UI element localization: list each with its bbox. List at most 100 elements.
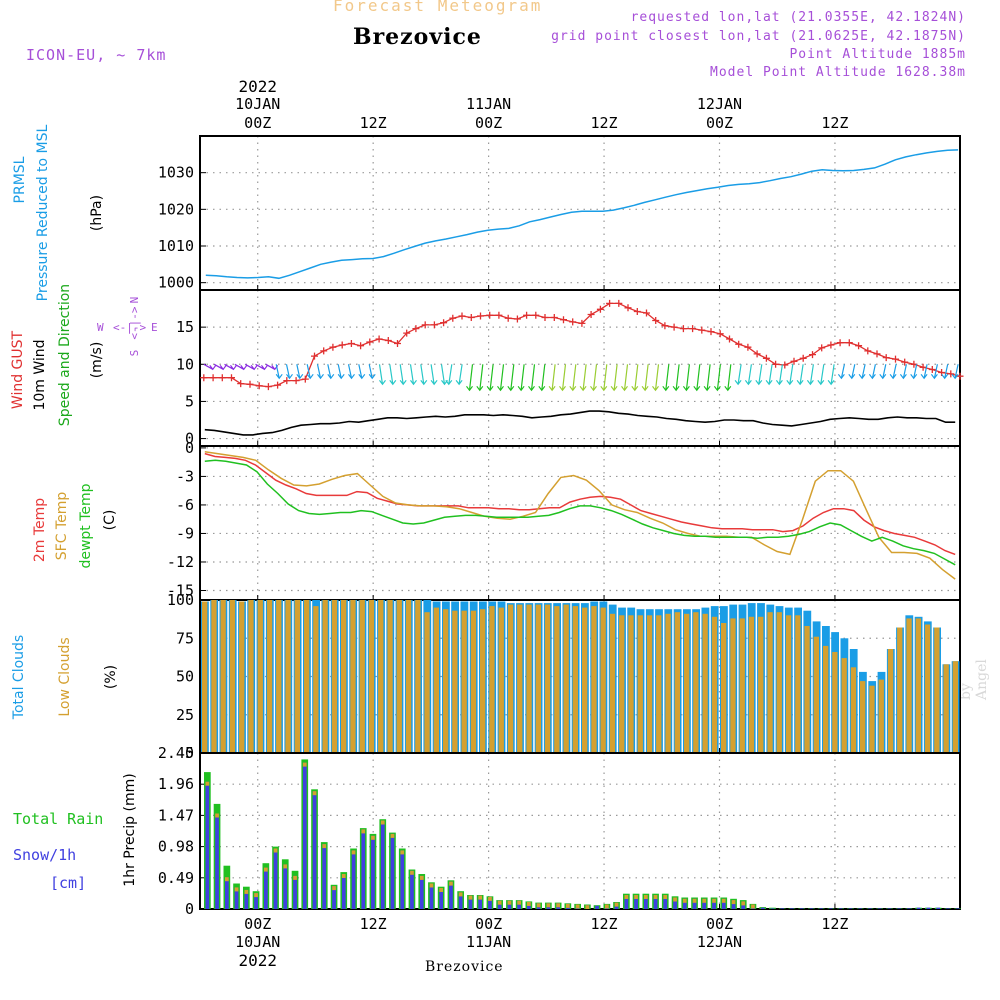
wind-direction-arrow — [430, 364, 438, 386]
gust-marker — [237, 380, 245, 388]
snow-bar — [517, 900, 521, 909]
wind-direction-arrow — [455, 364, 463, 386]
y-tick-label: -6 — [176, 496, 194, 514]
y-tick-label: 1.47 — [158, 806, 194, 824]
snow-bar — [351, 850, 356, 909]
low-cloud-bar — [702, 613, 708, 753]
snow-bar — [264, 867, 268, 909]
wind-direction-arrow — [858, 364, 866, 380]
gust-marker — [744, 343, 752, 351]
top-tick-label: 00Z — [475, 114, 502, 132]
gust-marker — [652, 317, 660, 324]
wind-direction-arrow — [285, 364, 293, 380]
temp-unit: (C) — [102, 510, 118, 531]
wind-direction-arrow — [234, 363, 248, 371]
snow-cap — [682, 898, 687, 903]
bottom-year-label: 2022 — [238, 951, 277, 970]
gust-line — [203, 302, 961, 388]
wind-direction-arrow — [765, 364, 773, 386]
compass-e: E — [151, 321, 158, 334]
bottom-date-label: 10JAN — [235, 933, 280, 951]
low-cloud-bar — [878, 679, 884, 753]
snow-bar — [760, 907, 765, 909]
wind-direction-arrow — [244, 363, 258, 371]
gust-marker — [892, 355, 899, 363]
gust-marker — [264, 383, 272, 391]
y-tick-label: 0.49 — [158, 869, 194, 887]
cloud-label-2: Low Clouds — [57, 637, 73, 716]
gust-marker — [716, 330, 724, 338]
snow-bar — [702, 898, 707, 909]
low-cloud-bar — [591, 606, 597, 753]
y-tick-label: 15 — [176, 318, 194, 336]
snow-bar — [663, 895, 668, 909]
low-cloud-bar — [572, 606, 578, 753]
snow-bar — [273, 848, 278, 909]
top-date-label: 10JAN — [235, 95, 280, 113]
snow-bar — [293, 875, 297, 909]
low-cloud-bar — [535, 604, 541, 753]
bottom-tick-label: 12Z — [360, 915, 387, 933]
compass-w: W — [97, 321, 104, 334]
gust-marker — [762, 354, 770, 362]
wind-direction-arrow — [837, 364, 845, 380]
wind-direction-arrow — [682, 364, 690, 392]
gust-marker — [956, 372, 964, 380]
snow-bar — [215, 813, 219, 909]
snow-bar — [458, 892, 463, 909]
low-cloud-bar — [711, 616, 718, 753]
gust-marker — [458, 312, 466, 320]
snow-cap — [458, 892, 463, 897]
snow-cap — [751, 904, 755, 909]
wind-direction-arrow — [445, 364, 453, 386]
snow-cap — [312, 791, 317, 796]
y-tick-label: 1030 — [158, 164, 194, 182]
gust-marker — [366, 338, 374, 346]
wind-direction-arrow — [420, 364, 428, 386]
bottom-tick-label: 12Z — [591, 915, 618, 933]
snow-cap — [536, 903, 541, 908]
wind-unit: (m/s) — [89, 342, 105, 379]
snow-cap — [653, 895, 658, 899]
low-cloud-bar — [823, 645, 829, 753]
gust-marker — [661, 322, 669, 330]
temp-line-2 — [204, 459, 956, 566]
snow-cap — [410, 870, 414, 875]
wind-direction-arrow — [389, 364, 397, 386]
low-cloud-bar — [637, 615, 643, 753]
snow-cap — [546, 903, 551, 908]
y-tick-label: 75 — [176, 629, 194, 647]
low-cloud-bar — [730, 618, 736, 753]
gust-marker — [689, 325, 697, 333]
snow-bar — [644, 895, 648, 909]
precip-label-1: Total Rain — [13, 810, 103, 828]
snow-cap — [390, 833, 395, 838]
snow-cap — [273, 848, 278, 853]
low-cloud-bar — [415, 600, 421, 753]
top-tick-label: 00Z — [244, 114, 271, 132]
compass-n: N — [128, 297, 141, 304]
temp-line-1 — [204, 450, 956, 580]
low-cloud-bar — [684, 613, 690, 753]
wind-direction-arrow — [399, 364, 407, 386]
snow-bar — [283, 864, 288, 909]
gust-marker — [504, 314, 512, 322]
y-tick-label: 25 — [176, 706, 194, 724]
bottom-tick-label: 00Z — [244, 915, 271, 933]
low-cloud-bar — [239, 601, 245, 753]
snow-cap — [351, 850, 356, 855]
precip-label-3: [cm] — [50, 874, 86, 892]
snow-bar — [254, 893, 258, 909]
snow-bar — [507, 900, 512, 909]
y-tick-label: 0 — [185, 900, 194, 918]
wind-direction-arrow — [641, 364, 649, 392]
wind-direction-arrow — [203, 363, 217, 371]
temp-label-2: SFC Temp — [54, 492, 70, 561]
low-cloud-bar — [498, 607, 504, 753]
wind-label-3: Speed and Direction — [57, 284, 73, 426]
snow-bar — [624, 895, 629, 909]
low-cloud-bar — [304, 600, 310, 753]
y-tick-label: 1000 — [158, 274, 194, 292]
wind-direction-arrow — [275, 364, 283, 380]
low-cloud-bar — [776, 612, 782, 753]
